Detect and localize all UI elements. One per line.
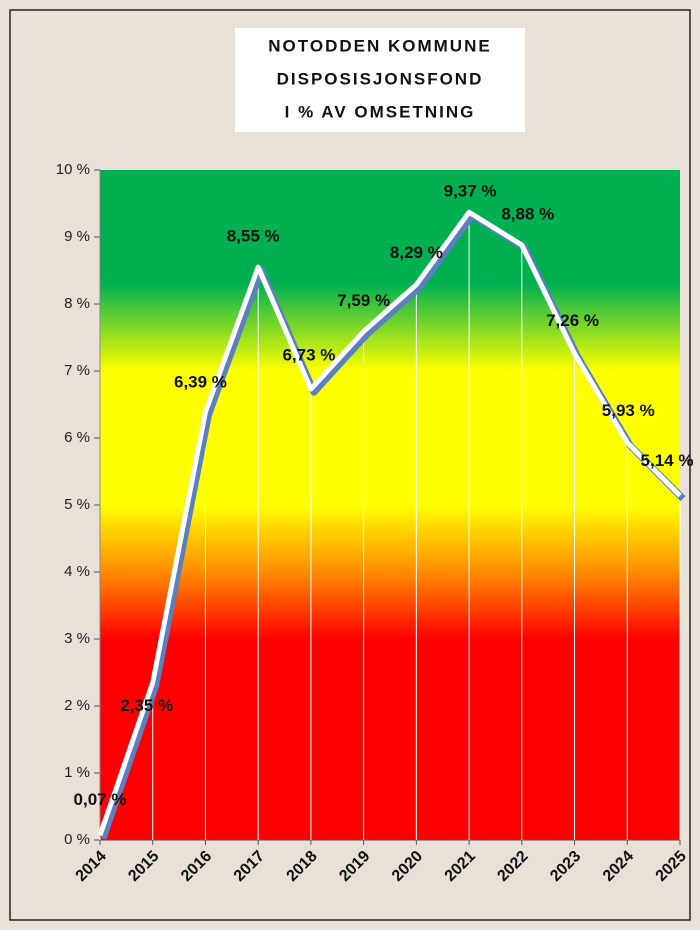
y-tick-label: 7 %: [64, 362, 90, 379]
data-label: 6,73 %: [282, 346, 335, 365]
y-tick-label: 5 %: [64, 496, 90, 513]
data-label: 8,55 %: [227, 227, 280, 246]
title-box: [235, 28, 525, 132]
data-label: 7,59 %: [337, 291, 390, 310]
y-tick-label: 0 %: [64, 831, 90, 848]
plot-area: [100, 170, 680, 840]
y-tick-label: 1 %: [64, 764, 90, 781]
chart-title: I % AV OMSETNING: [285, 102, 476, 121]
data-label: 8,29 %: [390, 243, 443, 262]
y-tick-label: 8 %: [64, 295, 90, 312]
y-tick-label: 4 %: [64, 563, 90, 580]
data-label: 7,26 %: [546, 311, 599, 330]
y-tick-label: 3 %: [64, 630, 90, 647]
data-label: 2,35 %: [120, 696, 173, 715]
y-tick-label: 6 %: [64, 429, 90, 446]
y-tick-label: 10 %: [56, 161, 90, 178]
data-label: 5,14 %: [641, 451, 694, 470]
line: [97, 209, 682, 837]
data-label: 8,88 %: [501, 205, 554, 224]
chart-title: DISPOSISJONSFOND: [277, 69, 484, 88]
data-label: 9,37 %: [444, 182, 497, 201]
data-label: 0,07 %: [74, 790, 127, 809]
y-tick-label: 2 %: [64, 697, 90, 714]
chart-title: NOTODDEN KOMMUNE: [268, 36, 491, 55]
y-tick-label: 9 %: [64, 228, 90, 245]
data-label: 6,39 %: [174, 372, 227, 391]
data-label: 5,93 %: [602, 401, 655, 420]
